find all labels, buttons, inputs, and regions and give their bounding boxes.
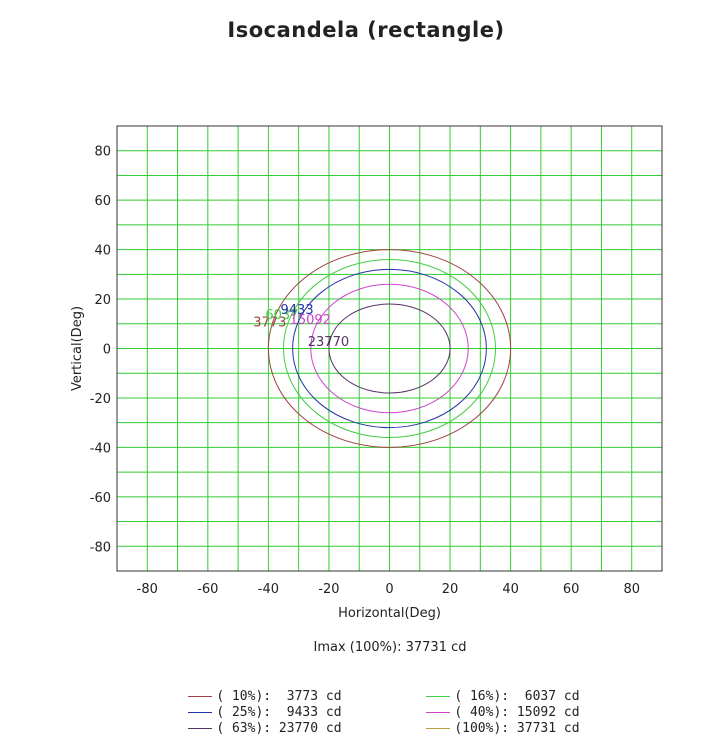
x-tick-label: -20 — [318, 582, 339, 597]
y-tick-label: 20 — [94, 293, 111, 308]
x-tick-label: 20 — [442, 582, 459, 597]
legend-label: ( 40%): 15092 cd — [454, 705, 580, 720]
y-tick-label: 80 — [94, 145, 111, 160]
y-axis-label: Vertical(Deg) — [70, 306, 85, 391]
contour-label: 3773 — [253, 315, 286, 330]
y-tick-label: -40 — [90, 441, 111, 456]
contour-line — [283, 259, 496, 438]
x-tick-label: -40 — [258, 582, 279, 597]
legend-item: ( 16%): 6037 cd — [395, 671, 580, 704]
legend-item: ( 10%): 3773 cd — [157, 671, 342, 704]
grid — [117, 126, 662, 571]
y-tick-label: -60 — [90, 491, 111, 506]
x-tick-label: 40 — [502, 582, 519, 597]
legend-label: ( 63%): 23770 cd — [216, 721, 342, 736]
legend-label: ( 25%): 9433 cd — [216, 705, 342, 720]
x-tick-label: 60 — [563, 582, 580, 597]
x-tick-label: 80 — [623, 582, 640, 597]
contour-label: 15092 — [290, 313, 331, 328]
legend-swatch — [426, 712, 451, 713]
y-tick-label: -80 — [90, 540, 111, 555]
x-tick-label: -60 — [197, 582, 218, 597]
y-tick-label: -20 — [90, 392, 111, 407]
contour-label: 23770 — [308, 335, 349, 350]
y-axis-ticks: 80 60 40 20 0 -20 -40 -60 -80 — [90, 145, 111, 556]
legend-swatch — [426, 696, 451, 697]
legend-swatch — [188, 712, 213, 713]
legend-item: ( 40%): 15092 cd — [395, 687, 580, 720]
contours — [267, 249, 512, 448]
contour-line — [292, 268, 487, 429]
contour-label: 9433 — [281, 303, 314, 318]
imax-label: Imax (100%): 37731 cd — [313, 640, 467, 655]
plot-frame — [116, 125, 663, 572]
contour-line — [267, 249, 512, 448]
legend-item: (100%): 37731 cd — [395, 703, 580, 736]
legend-swatch — [426, 728, 451, 729]
legend-swatch — [188, 728, 213, 729]
y-tick-label: 60 — [94, 194, 111, 209]
contour-line — [310, 283, 469, 414]
x-axis-label: Horizontal(Deg) — [338, 606, 441, 621]
contour-label: 6037 — [265, 308, 298, 323]
y-tick-label: 40 — [94, 244, 111, 259]
legend-swatch — [188, 696, 213, 697]
y-tick-label: 0 — [103, 343, 111, 358]
legend-label: ( 10%): 3773 cd — [216, 689, 342, 704]
x-axis-ticks: -80 -60 -40 -20 0 20 40 60 80 — [137, 582, 640, 597]
contour-line — [328, 303, 451, 394]
chart: -80 -60 -40 -20 0 20 40 60 80 80 60 40 20 0 -20 -40 -60… — [70, 125, 663, 621]
chart-title: Isocandela (rectangle) — [227, 18, 505, 42]
legend-label: ( 16%): 6037 cd — [454, 689, 580, 704]
x-tick-label: -80 — [137, 582, 158, 597]
legend-item: ( 25%): 9433 cd — [157, 687, 342, 720]
legend-label: (100%): 37731 cd — [454, 721, 580, 736]
legend-item: ( 63%): 23770 cd — [157, 703, 342, 736]
x-tick-label: 0 — [385, 582, 393, 597]
